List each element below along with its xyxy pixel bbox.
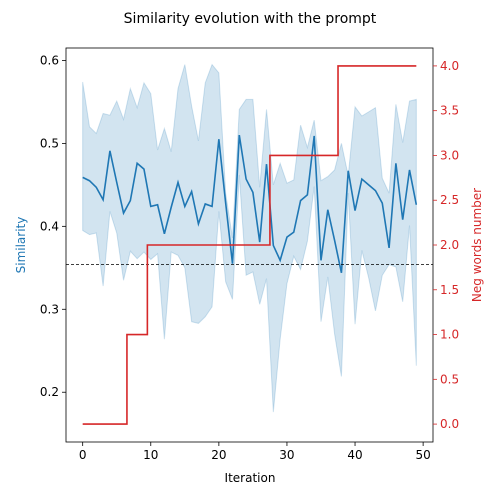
x-tick-label: 20	[211, 448, 226, 462]
similarity-band	[82, 63, 417, 413]
axes-layer: 0 10 20 30 40 50 0.2 0.3 0.4 0.5 0.6 0.0 0.5 1.0 1.5 2.…	[40, 47, 459, 462]
left-y-tick-label: 0.3	[40, 302, 59, 316]
left-y-tick-label: 0.6	[40, 53, 59, 67]
x-tick-label: 30	[279, 448, 294, 462]
right-y-tick-label: 0.0	[440, 417, 459, 431]
left-y-tick-label: 0.5	[40, 136, 59, 150]
right-y-axis-label: Neg words number	[470, 188, 484, 302]
chart-title: Similarity evolution with the prompt	[124, 11, 377, 27]
right-y-tick-label: 2.0	[440, 238, 459, 252]
x-tick-label: 0	[79, 448, 87, 462]
right-y-tick-label: 3.5	[440, 104, 459, 118]
x-tick-label: 10	[143, 448, 158, 462]
right-y-tick-label: 2.5	[440, 193, 459, 207]
right-y-tick-label: 1.5	[440, 283, 459, 297]
similarity-line	[82, 134, 418, 273]
similarity-confidence-band-layer	[82, 63, 417, 413]
right-y-tick-label: 1.0	[440, 328, 459, 342]
series-lines-layer	[66, 65, 433, 425]
x-tick-label: 50	[415, 448, 430, 462]
left-y-tick-label: 0.2	[40, 385, 59, 399]
left-y-tick-label: 0.4	[40, 219, 59, 233]
right-y-tick-label: 4.0	[440, 59, 459, 73]
right-y-tick-label: 0.5	[440, 372, 459, 386]
labels-layer: Similarity evolution with the prompt Ite…	[14, 11, 484, 485]
x-tick-label: 40	[347, 448, 362, 462]
right-y-tick-label: 3.0	[440, 148, 459, 162]
x-axis-label: Iteration	[225, 471, 276, 485]
neg-words-line	[82, 65, 417, 425]
left-y-axis-label: Similarity	[14, 217, 28, 274]
